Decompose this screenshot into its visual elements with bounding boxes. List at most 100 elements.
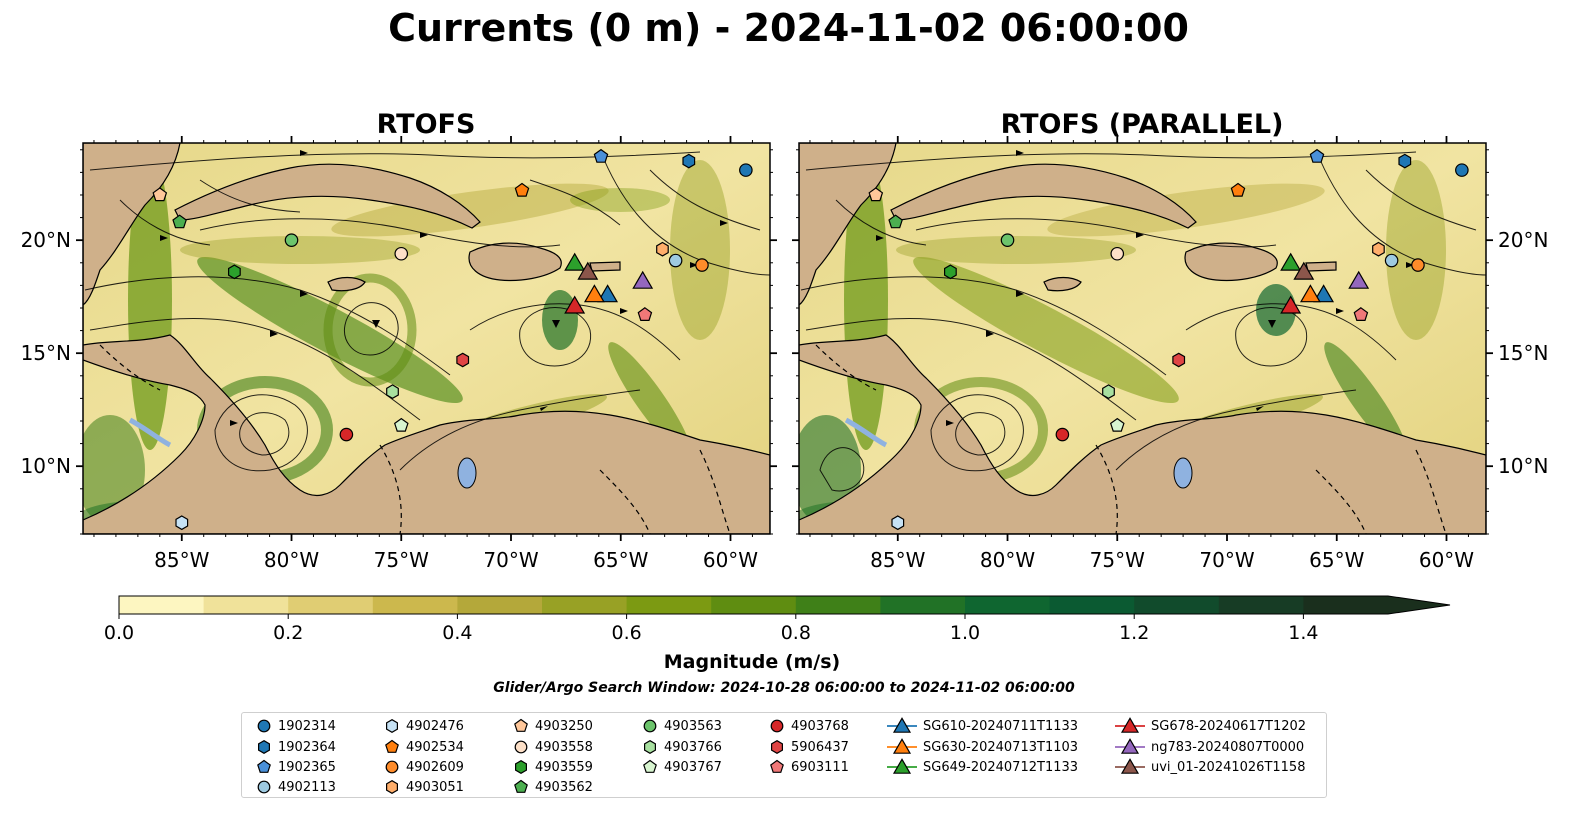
glider-SG610-20240711T1133 bbox=[597, 284, 619, 303]
lat-tick-label: 20°N bbox=[21, 228, 71, 252]
argo-float-1902365 bbox=[593, 148, 609, 163]
legend-item: uvi_01-20241026T1158 bbox=[1115, 757, 1305, 777]
legend-item: 1902365 bbox=[256, 757, 336, 777]
legend-marker-icon bbox=[770, 740, 783, 754]
legend-label: 1902314 bbox=[278, 718, 336, 734]
colorbar-segment bbox=[457, 596, 543, 614]
colorbar-tick-label: 1.0 bbox=[950, 622, 980, 644]
argo-float-4903563 bbox=[1000, 233, 1015, 247]
legend-label: 4902609 bbox=[406, 759, 464, 775]
argo-float-4902609 bbox=[1411, 258, 1425, 272]
legend-marker-icon bbox=[514, 779, 528, 793]
legend-marker-4903766 bbox=[643, 740, 656, 754]
legend-item: SG630-20240713T1103 bbox=[887, 737, 1078, 757]
legend-marker-4903559 bbox=[514, 760, 527, 774]
legend-item: 1902364 bbox=[256, 737, 336, 757]
argo-float-4903768 bbox=[1055, 427, 1070, 442]
argo-float-4903563 bbox=[284, 233, 299, 247]
colorbar-segment bbox=[1218, 596, 1304, 614]
legend-label: SG610-20240711T1133 bbox=[923, 718, 1079, 734]
colorbar-segment bbox=[288, 596, 374, 614]
argo-float-4903051 bbox=[1372, 241, 1385, 257]
legend-label: 4902113 bbox=[278, 779, 336, 795]
colorbar-segment bbox=[626, 596, 712, 614]
legend-marker-icon bbox=[385, 739, 399, 753]
argo-float-4902476 bbox=[891, 515, 905, 531]
legend-label: 4903768 bbox=[791, 718, 849, 734]
lon-tick-label: 75°W bbox=[374, 548, 429, 572]
legend-marker-icon bbox=[770, 719, 784, 733]
glider-uvi_01-20241026T1158 bbox=[1293, 261, 1315, 280]
legend-marker-icon bbox=[887, 758, 917, 774]
land-cuba bbox=[174, 163, 481, 229]
legend-label: 4903767 bbox=[664, 759, 722, 775]
legend-label: 4902476 bbox=[406, 718, 464, 734]
argo-float-4903250 bbox=[152, 187, 168, 202]
legend: 1902314 1902364 1902365 4902113 4902476 49025… bbox=[241, 712, 1327, 798]
streamline-arrows bbox=[876, 150, 1414, 426]
float-markers-rtofs bbox=[152, 148, 753, 531]
colorbar-tick-label: 0.6 bbox=[611, 622, 641, 644]
legend-marker-icon bbox=[643, 740, 656, 754]
legend-item: 4903559 bbox=[513, 757, 593, 777]
legend-marker-icon bbox=[385, 780, 398, 794]
legend-item: 1902314 bbox=[256, 716, 336, 736]
colorbar-tick-label: 1.4 bbox=[1288, 622, 1318, 644]
legend-label: uvi_01-20241026T1158 bbox=[1151, 759, 1306, 775]
colorbar-label: Magnitude (m/s) bbox=[664, 651, 841, 673]
legend-marker-1902365 bbox=[257, 759, 271, 773]
streamline-arrows bbox=[160, 150, 728, 426]
legend-item: 4902609 bbox=[384, 757, 464, 777]
argo-float-4903767 bbox=[393, 417, 409, 432]
legend-marker-icon bbox=[1115, 758, 1145, 774]
colorbar-segment bbox=[1049, 596, 1135, 614]
panel-title-rtofs: RTOFS bbox=[377, 109, 476, 140]
legend-marker-4903563 bbox=[643, 719, 657, 733]
land-central-america bbox=[83, 143, 770, 534]
legend-item: ng783-20240807T0000 bbox=[1115, 737, 1304, 757]
panel-title-rtofs-parallel: RTOFS (PARALLEL) bbox=[1001, 109, 1284, 140]
legend-marker-1902364 bbox=[257, 740, 270, 754]
colorbar-outline bbox=[118, 595, 1451, 615]
argo-float-4903559 bbox=[228, 264, 241, 280]
map-frame bbox=[798, 142, 1487, 535]
legend-item: 4903563 bbox=[642, 716, 722, 736]
colorbar-segment bbox=[372, 596, 458, 614]
legend-marker-4903250 bbox=[514, 718, 528, 732]
search-window-caption: Glider/Argo Search Window: 2024-10-28 06… bbox=[493, 680, 1075, 696]
legend-label: SG630-20240713T1103 bbox=[923, 739, 1079, 755]
colorbar-tick-label: 1.2 bbox=[1119, 622, 1149, 644]
land-puerto-rico bbox=[589, 261, 621, 272]
colorbar-segment bbox=[880, 596, 966, 614]
lat-tick-label: 15°N bbox=[1498, 341, 1548, 365]
legend-marker-1902314 bbox=[257, 719, 271, 733]
legend-marker-4902609 bbox=[385, 760, 399, 774]
colorbar-tick-label: 0.2 bbox=[273, 622, 303, 644]
legend-item: 4902534 bbox=[384, 737, 464, 757]
argo-float-5906437 bbox=[456, 352, 470, 368]
legend-label: SG678-20240617T1202 bbox=[1151, 718, 1307, 734]
argo-float-4902476 bbox=[175, 515, 189, 531]
float-markers-rtofs-parallel bbox=[868, 148, 1469, 531]
argo-float-4902534 bbox=[514, 182, 530, 197]
panel-rtofs-parallel: RTOFS (PARALLEL) bbox=[792, 109, 1548, 572]
map-border bbox=[798, 142, 1487, 535]
colorbar-tick-label: 0.0 bbox=[104, 622, 134, 644]
lon-tick-label: 85°W bbox=[154, 548, 209, 572]
land-yucatan bbox=[799, 143, 897, 306]
figure-title: Currents (0 m) - 2024-11-02 06:00:00 bbox=[388, 6, 1189, 50]
legend-marker-4902113 bbox=[257, 780, 271, 794]
borders bbox=[99, 344, 731, 534]
legend-marker-icon bbox=[385, 719, 398, 733]
colorbar-segment bbox=[542, 596, 628, 614]
legend-label: 4903051 bbox=[406, 779, 464, 795]
borders bbox=[815, 344, 1447, 534]
legend-label: 6903111 bbox=[791, 759, 849, 775]
legend-label: 4903250 bbox=[535, 718, 593, 734]
legend-marker-icon bbox=[1115, 738, 1145, 754]
legend-marker-icon bbox=[514, 718, 528, 732]
land-jamaica bbox=[1043, 276, 1082, 292]
argo-float-1902365 bbox=[1309, 148, 1325, 163]
lon-tick-label: 80°W bbox=[264, 548, 319, 572]
colorbar-segment bbox=[965, 596, 1051, 614]
